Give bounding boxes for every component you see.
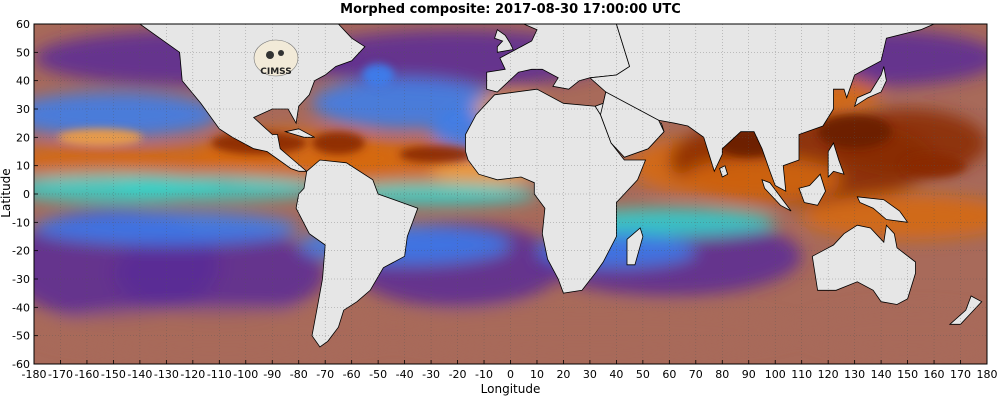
x-tick-label: -80 bbox=[290, 368, 308, 381]
y-ticks: -60 -50 -40 -30 -20 -10 0 10 20 30 40 50 60 bbox=[12, 18, 38, 371]
land-japan bbox=[853, 66, 887, 108]
x-tick-label: -180 bbox=[22, 368, 47, 381]
x-tick-label: -140 bbox=[127, 368, 152, 381]
x-tick-label: -10 bbox=[475, 368, 493, 381]
x-tick-label: 50 bbox=[636, 368, 650, 381]
x-tick-label: 130 bbox=[844, 368, 865, 381]
x-tick-label: -90 bbox=[263, 368, 281, 381]
land-philippines bbox=[827, 142, 845, 179]
x-tick-label: 10 bbox=[530, 368, 544, 381]
x-tick-label: 100 bbox=[765, 368, 786, 381]
y-tick-label: 40 bbox=[16, 75, 30, 88]
x-tick-label: 40 bbox=[609, 368, 623, 381]
x-tick-label: -100 bbox=[233, 368, 258, 381]
x-tick-label: 110 bbox=[791, 368, 812, 381]
x-tick-label: 0 bbox=[507, 368, 514, 381]
x-tick-label: -50 bbox=[369, 368, 387, 381]
land-greenland bbox=[364, 24, 432, 25]
y-tick-label: -10 bbox=[12, 216, 30, 229]
y-tick-label: 0 bbox=[23, 188, 30, 201]
x-tick-label: 30 bbox=[583, 368, 597, 381]
x-tick-label: 60 bbox=[662, 368, 676, 381]
x-tick-label: -70 bbox=[316, 368, 334, 381]
y-tick-label: -30 bbox=[12, 273, 30, 286]
x-tick-label: -20 bbox=[449, 368, 467, 381]
x-tick-label: -40 bbox=[396, 368, 414, 381]
x-tick-label: 160 bbox=[924, 368, 945, 381]
x-tick-label: -110 bbox=[207, 368, 232, 381]
y-tick-label: 50 bbox=[16, 46, 30, 59]
x-tick-label: 90 bbox=[742, 368, 756, 381]
y-tick-label: -20 bbox=[12, 245, 30, 258]
x-tick-label: -170 bbox=[48, 368, 73, 381]
x-tick-label: 170 bbox=[950, 368, 971, 381]
x-tick-label: 120 bbox=[818, 368, 839, 381]
y-tick-label: 60 bbox=[16, 18, 30, 31]
land-borneo bbox=[798, 173, 826, 206]
y-tick-label: 20 bbox=[16, 131, 30, 144]
x-axis-label: Longitude bbox=[480, 382, 541, 396]
land-africa bbox=[465, 88, 647, 294]
land-sumatra bbox=[761, 179, 792, 212]
x-tick-label: -120 bbox=[180, 368, 205, 381]
land-masses bbox=[65, 24, 983, 348]
x-tick-label: 80 bbox=[715, 368, 729, 381]
land-cuba bbox=[283, 128, 315, 138]
logo-text: CIMSS bbox=[260, 67, 291, 77]
y-tick-label: -60 bbox=[12, 358, 30, 371]
land-madagascar bbox=[626, 227, 644, 266]
x-tick-label: -60 bbox=[343, 368, 361, 381]
chart-title: Morphed composite: 2017-08-30 17:00:00 U… bbox=[340, 2, 681, 17]
cimss-logo: CIMSS bbox=[253, 39, 299, 77]
y-tick-label: 10 bbox=[16, 160, 30, 173]
x-tick-label: -30 bbox=[422, 368, 440, 381]
x-tick-label: 20 bbox=[556, 368, 570, 381]
x-tick-label: -150 bbox=[101, 368, 126, 381]
x-ticks: -180 -170 -160 -150 -140 -130 -120 -110 -100 -90-… bbox=[22, 360, 998, 381]
y-tick-label: 30 bbox=[16, 103, 30, 116]
y-tick-label: -50 bbox=[12, 330, 30, 343]
land-australia bbox=[811, 224, 916, 305]
x-tick-label: 140 bbox=[871, 368, 892, 381]
y-tick-label: -40 bbox=[12, 301, 30, 314]
x-tick-label: 150 bbox=[897, 368, 918, 381]
land-uk bbox=[494, 29, 514, 53]
x-tick-label: 180 bbox=[977, 368, 998, 381]
x-tick-label: -130 bbox=[154, 368, 179, 381]
x-tick-label: -160 bbox=[74, 368, 99, 381]
x-tick-label: 70 bbox=[689, 368, 703, 381]
land-south-america bbox=[295, 159, 419, 348]
land-new-guinea bbox=[856, 196, 909, 223]
